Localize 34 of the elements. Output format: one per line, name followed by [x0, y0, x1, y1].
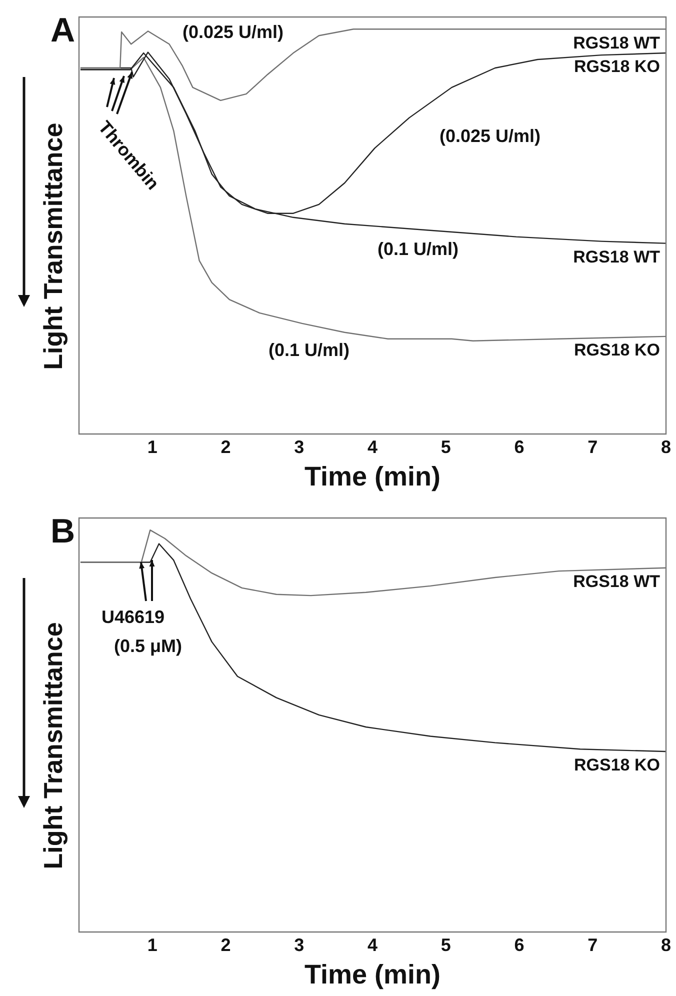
x-tick-label: 2 — [220, 436, 231, 457]
x-tick-label: 4 — [367, 436, 378, 457]
chart-title: B — [50, 512, 75, 550]
x-axis-title: Time (min) — [304, 461, 441, 492]
series-label: RGS18 KO — [574, 756, 660, 775]
annotation: (0.5 μM) — [114, 636, 182, 656]
x-tick-label: 2 — [220, 934, 231, 955]
y-axis-title: Light Transmittance — [38, 622, 68, 870]
x-tick-label: 4 — [367, 934, 378, 955]
x-tick-label: 5 — [440, 934, 451, 955]
x-tick-label: 5 — [440, 436, 451, 457]
series-label: RGS18 WT — [573, 248, 661, 266]
x-tick-label: 3 — [294, 934, 304, 955]
x-tick-label: 1 — [147, 436, 158, 457]
series-label: RGS18 KO — [574, 340, 660, 360]
x-tick-label: 8 — [660, 934, 672, 955]
series-label: RGS18 KO — [574, 57, 660, 76]
x-tick-label: 7 — [588, 436, 598, 457]
x-tick-label: 6 — [514, 436, 524, 457]
annotation: (0.1 U/ml) — [268, 340, 350, 360]
chart-title: A — [50, 11, 75, 50]
annotation: (0.025 U/ml) — [439, 126, 541, 146]
annotation: (0.1 U/ml) — [377, 238, 459, 259]
x-tick-label: 8 — [660, 436, 672, 457]
annotation: U46619 — [101, 606, 165, 627]
y-axis-title: Light Transmittance — [38, 122, 68, 370]
x-tick-label: 1 — [147, 934, 158, 955]
x-tick-label: 7 — [588, 934, 598, 955]
series-label: RGS18 WT — [573, 33, 661, 52]
x-axis-title: Time (min) — [304, 959, 441, 990]
x-tick-label: 3 — [294, 436, 304, 457]
annotation: (0.025 U/ml) — [182, 22, 284, 42]
x-tick-label: 6 — [514, 934, 524, 955]
series-label: RGS18 WT — [573, 572, 661, 592]
